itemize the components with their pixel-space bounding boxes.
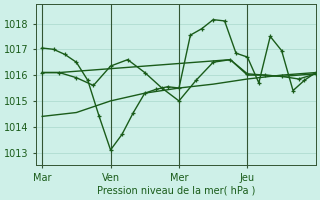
- X-axis label: Pression niveau de la mer( hPa ): Pression niveau de la mer( hPa ): [97, 186, 255, 196]
